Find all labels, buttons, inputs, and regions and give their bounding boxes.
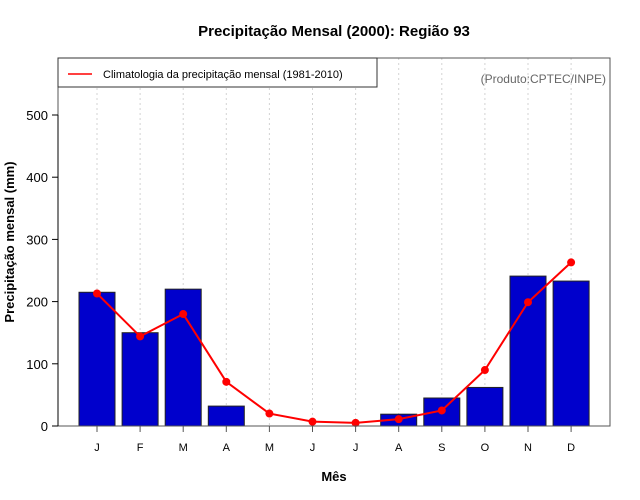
bar-3 [207,405,245,427]
x-tick-label: J [310,442,316,454]
x-axis-label: Mês [321,469,346,484]
y-tick-label: 300 [26,232,48,247]
bars-group [78,275,590,427]
bar-1 [121,332,159,427]
bar-0 [78,291,116,427]
legend: Climatologia da precipitação mensal (198… [57,57,378,88]
bar-2 [164,288,202,427]
y-axis: 0 100 200 300 400 500 [26,108,59,434]
y-tick-label: 200 [26,295,48,310]
x-tick-label: D [567,442,575,454]
climatology-point-0 [93,289,101,298]
climatology-point-5 [308,417,317,426]
y-tick-label: 400 [26,170,48,185]
y-tick-label: 0 [41,419,48,434]
climatology-point-9 [480,366,489,375]
y-axis-label: Precipitação mensal (mm) [2,161,17,322]
y-tick-label: 100 [26,357,48,372]
bar-9 [466,386,504,427]
climatology-point-4 [265,409,274,418]
climatology-point-10 [524,298,532,307]
legend-entry: Climatologia da precipitação mensal (198… [103,69,343,81]
chart-title: Precipitação Mensal (2000): Região 93 [198,23,470,40]
x-tick-label: M [265,442,274,454]
legend-box [57,57,378,88]
climatology-line [96,261,572,424]
climatology-point-2 [179,310,188,319]
x-tick-label: N [524,442,532,454]
y-tick-label: 500 [26,108,48,123]
x-tick-label: O [481,442,490,454]
x-tick-label: J [94,442,100,454]
climatology-point-3 [222,377,231,386]
climatology-point-11 [567,258,576,267]
climatology-point-1 [136,332,145,341]
climatology-point-6 [351,418,360,427]
x-tick-label: F [137,442,144,454]
climatology-point-8 [437,406,446,415]
climatology-line-group [93,258,576,427]
x-tick-label: J [353,442,359,454]
x-tick-label: M [179,442,188,454]
bar-11 [552,280,590,427]
x-tick-label: A [395,442,403,454]
credit-annotation: (Produto:CPTEC/INPE) [481,72,606,86]
x-tick-label: S [438,442,445,454]
climatology-point-7 [394,415,403,424]
x-tick-label: A [223,442,231,454]
